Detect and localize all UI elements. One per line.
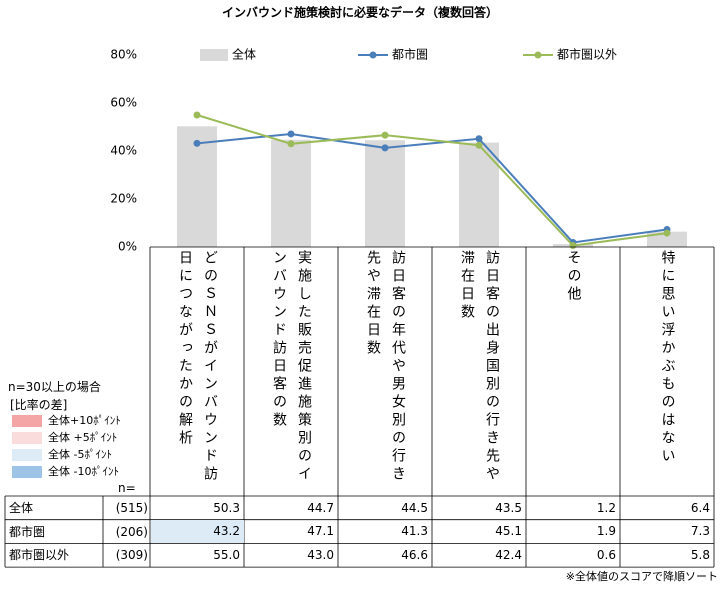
category-cell: その他 xyxy=(526,250,620,494)
table-cell: 43.2 xyxy=(151,520,244,544)
bar xyxy=(459,142,499,247)
category-cell: どのＳＮＳがインバウンド訪日につながったかの解析 xyxy=(150,250,244,494)
line xyxy=(196,114,668,247)
n-value: (515) xyxy=(115,501,148,515)
table-cell: 44.5 xyxy=(401,500,428,515)
significance-swatch xyxy=(12,432,42,444)
table-cell: 0.6 xyxy=(596,547,616,562)
bar xyxy=(365,140,405,247)
n-value: (206) xyxy=(115,524,148,539)
bar xyxy=(647,231,687,247)
table-cell: 44.7 xyxy=(307,500,334,515)
category-label: 実施した販売促進施策別のインバウンド訪日客の数 xyxy=(271,250,312,484)
table-cell: 47.1 xyxy=(307,524,334,539)
significance-label: 全体 -10ﾎﾟｲﾝﾄ xyxy=(48,465,119,478)
category-label: 訪日客の年代や男女別の行き先や滞在日数 xyxy=(365,250,406,484)
marker xyxy=(287,130,295,138)
table-cell: 50.3 xyxy=(213,500,240,515)
table-cell: 45.1 xyxy=(495,524,522,539)
table-cell: 6.4 xyxy=(690,500,710,515)
significance-swatch xyxy=(12,449,42,461)
category-cell: 実施した販売促進施策別のインバウンド訪日客の数 xyxy=(244,250,338,494)
significance-title: [比率の差] xyxy=(10,398,68,412)
significance-label: 全体 +5ﾎﾟｲﾝﾄ xyxy=(48,431,118,444)
category-label: その他 xyxy=(565,250,582,304)
category-label: 訪日客の出身国別の行き先や滞在日数 xyxy=(459,250,500,484)
marker xyxy=(193,111,201,119)
line xyxy=(196,132,668,244)
legend-label: 都市圏 xyxy=(392,47,428,62)
n-label: n= xyxy=(118,481,136,495)
marker xyxy=(381,131,389,139)
table-cell: 46.6 xyxy=(401,547,428,562)
n-value: (309) xyxy=(115,548,148,563)
footnote: ※全体値のスコアで降順ソート xyxy=(566,569,718,583)
legend-marker xyxy=(534,51,542,59)
significance-swatch xyxy=(12,466,42,478)
chart-title: インバウンド施策検討に必要なデータ（複数回答） xyxy=(222,5,498,20)
legend-marker xyxy=(369,51,377,59)
y-tick-label: 40% xyxy=(110,144,137,158)
marker xyxy=(193,139,201,147)
legend-swatch xyxy=(200,49,228,61)
row-label: 全体 xyxy=(9,501,34,515)
table-cell: 7.3 xyxy=(690,524,710,539)
table-cell: 55.0 xyxy=(213,547,240,562)
significance-note: n=30以上の場合 xyxy=(8,380,101,394)
bar xyxy=(271,139,311,247)
marker xyxy=(475,135,483,143)
legend-label: 都市圏以外 xyxy=(557,47,617,62)
category-cell: 訪日客の出身国別の行き先や滞在日数 xyxy=(432,250,526,494)
table-cell: 5.8 xyxy=(690,547,710,562)
table-cell: 42.4 xyxy=(495,547,522,562)
y-tick-label: 0% xyxy=(118,240,137,254)
table-cell: 1.2 xyxy=(596,500,616,515)
table-cell: 1.9 xyxy=(596,524,616,539)
row-label: 都市圏以外 xyxy=(9,548,70,563)
y-tick-label: 80% xyxy=(110,48,137,62)
category-cell: 特に思い浮かぶものはない xyxy=(620,250,714,494)
significance-label: 全体+10ﾎﾟｲﾝﾄ xyxy=(48,414,121,427)
significance-label: 全体 -5ﾎﾟｲﾝﾄ xyxy=(48,448,112,461)
row-label: 都市圏 xyxy=(9,524,46,539)
y-tick-label: 20% xyxy=(110,192,137,206)
marker xyxy=(663,229,671,237)
table-cell: 43.5 xyxy=(495,500,522,515)
marker xyxy=(287,140,295,148)
legend-label: 全体 xyxy=(232,47,256,62)
category-cell: 訪日客の年代や男女別の行き先や滞在日数 xyxy=(338,250,432,494)
marker xyxy=(475,141,483,149)
y-tick-label: 60% xyxy=(110,96,137,110)
category-label: 特に思い浮かぶものはない xyxy=(659,250,676,466)
table-cell: 43.0 xyxy=(307,547,334,562)
category-label: どのＳＮＳがインバウンド訪日につながったかの解析 xyxy=(177,250,218,484)
marker xyxy=(569,242,577,250)
marker xyxy=(381,144,389,152)
table-cell: 41.3 xyxy=(401,524,428,539)
significance-swatch xyxy=(12,415,42,427)
